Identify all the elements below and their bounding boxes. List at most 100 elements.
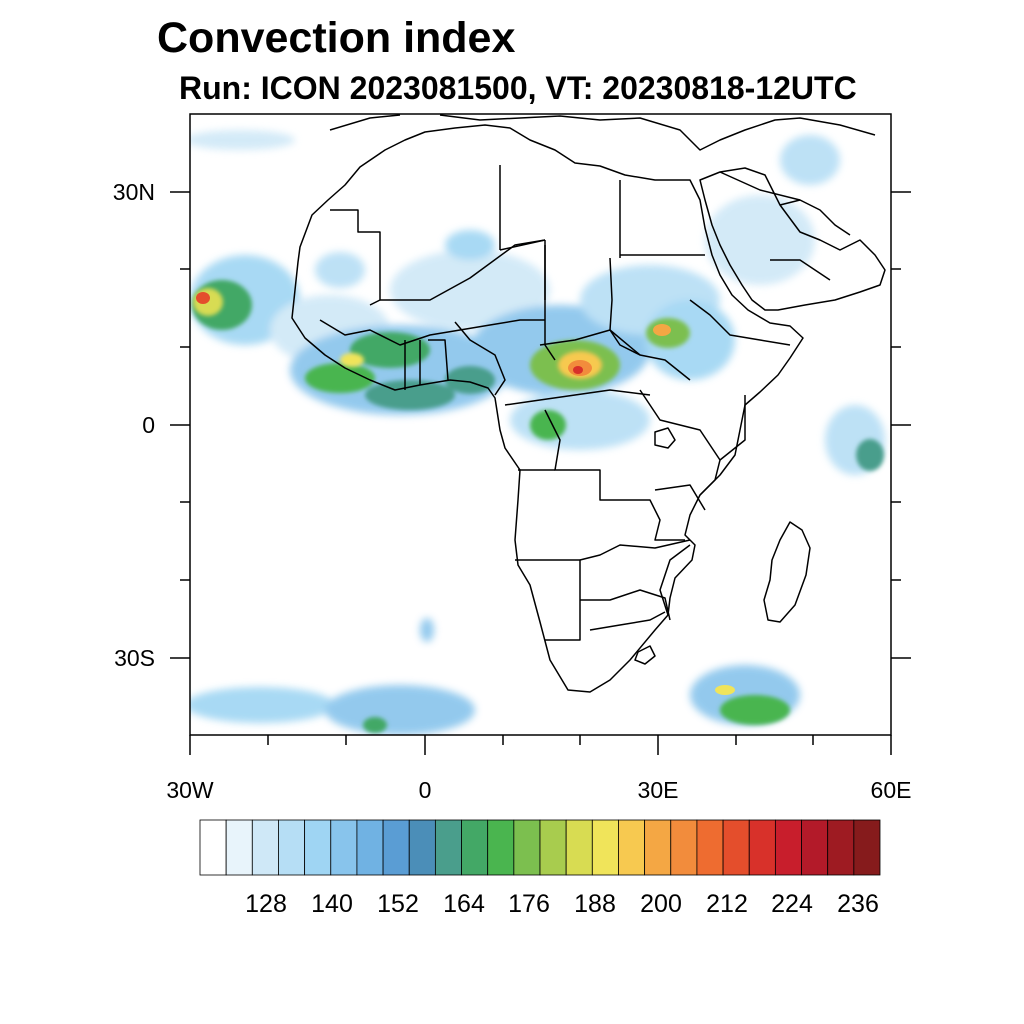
cb-label-140: 140	[311, 890, 353, 918]
colorbar-box	[434, 819, 462, 876]
convection-field	[190, 130, 885, 735]
border-south-africa	[589, 611, 666, 631]
cb-label-200: 200	[640, 890, 682, 918]
colorbar-box	[644, 819, 672, 876]
field-sahel-mid	[390, 250, 550, 330]
cb-label-224: 224	[771, 890, 813, 918]
border-congo-drc	[544, 409, 685, 541]
cell-s-atl	[363, 717, 387, 733]
lon-label-30w: 30W	[166, 777, 214, 803]
colorbar-box	[304, 819, 332, 876]
border-central	[539, 329, 691, 381]
colorbar-box	[853, 819, 881, 876]
border-east-africa	[639, 389, 721, 496]
border-algeria-south	[380, 239, 546, 301]
cell-guinea-2	[365, 380, 455, 410]
colorbar-box	[748, 819, 776, 876]
cell-eth-orange	[653, 324, 671, 336]
colorbar-box	[461, 819, 489, 876]
cell-guinea-1	[305, 363, 375, 393]
gulf-coastline	[779, 199, 851, 236]
colorbar-box	[801, 819, 829, 876]
cell-car-red	[573, 366, 583, 374]
cb-label-188: 188	[574, 890, 616, 918]
colorbar-box	[670, 819, 698, 876]
europe-coastline	[329, 114, 876, 151]
colorbar-box	[330, 819, 358, 876]
border-zambia	[579, 539, 691, 561]
lat-label-30s: 30S	[114, 645, 155, 671]
colorbar-box	[696, 819, 724, 876]
lon-label-30e: 30E	[638, 777, 679, 803]
border-west-africa	[319, 319, 545, 346]
border-ethiopia	[689, 299, 791, 346]
field-st-helena	[420, 618, 434, 642]
madagascar-coastline	[763, 521, 811, 623]
colorbar-box	[722, 819, 750, 876]
cell-guinea-yellow	[340, 353, 364, 367]
colorbar-box	[382, 819, 410, 876]
cell-nigeria	[445, 366, 495, 394]
border-mozambique	[659, 544, 691, 616]
border-botswana	[580, 589, 671, 621]
map-frame	[170, 113, 911, 755]
cell-seychelles	[856, 439, 884, 471]
colorbar-box	[565, 819, 593, 876]
border-niger-nigeria	[454, 321, 506, 396]
border-ghana	[404, 339, 449, 390]
field-sahara-sw	[315, 252, 365, 288]
lesotho-border	[634, 645, 656, 665]
lat-label-30n: 30N	[113, 179, 155, 205]
africa-coastline	[291, 124, 804, 693]
cell-s-ind	[720, 695, 790, 725]
border-arabia-interior	[719, 171, 831, 281]
field-sahara-mid	[445, 230, 495, 260]
latitude-labels: 30N 0 30S	[113, 179, 155, 671]
plot-title: Convection index	[157, 14, 516, 62]
lon-label-0: 0	[419, 777, 432, 803]
cb-label-164: 164	[443, 890, 485, 918]
lake-victoria	[654, 427, 676, 449]
colorbar-box	[774, 819, 802, 876]
colorbar-box	[251, 819, 279, 876]
colorbar-box	[225, 819, 253, 876]
colorbar-box	[199, 819, 227, 876]
border-car-congo	[504, 389, 651, 406]
border-libya	[499, 165, 621, 300]
colorbar-box	[591, 819, 619, 876]
cb-label-212: 212	[706, 890, 748, 918]
arabia-coastline	[699, 167, 886, 311]
field-iran	[780, 135, 840, 185]
colorbar-box	[539, 819, 567, 876]
cell-sind-yellow	[715, 685, 735, 695]
lon-label-60e: 60E	[871, 777, 912, 803]
colorbar-box	[827, 819, 855, 876]
field-s-atl-west	[190, 687, 335, 723]
cb-label-236: 236	[837, 890, 879, 918]
border-chad	[544, 245, 556, 361]
colorbar-box	[408, 819, 436, 876]
longitude-labels: 30W 0 30E 60E	[166, 777, 911, 803]
lat-label-0: 0	[142, 412, 155, 438]
colorbar-box	[513, 819, 541, 876]
field-congo	[510, 390, 650, 450]
colorbar	[199, 819, 881, 876]
field-arabia	[705, 195, 815, 285]
border-angola	[515, 469, 581, 641]
border-morocco-algeria	[330, 209, 381, 306]
coastlines-and-borders	[291, 114, 886, 693]
colorbar-box	[278, 819, 306, 876]
cb-label-176: 176	[508, 890, 550, 918]
colorbar-box	[487, 819, 515, 876]
border-somalia	[719, 395, 746, 461]
cb-label-128: 128	[245, 890, 287, 918]
field-north-atl	[190, 130, 295, 150]
plot-subtitle: Run: ICON 2023081500, VT: 20230818-12UTC	[179, 70, 857, 106]
cb-label-152: 152	[377, 890, 419, 918]
border-tanzania	[654, 484, 706, 511]
colorbar-labels: 128 140 152 164 176 188 200 212 224 236	[245, 890, 879, 918]
field-s-atl-mid	[325, 685, 475, 735]
colorbar-box	[618, 819, 646, 876]
cell-atl-red	[196, 292, 210, 304]
